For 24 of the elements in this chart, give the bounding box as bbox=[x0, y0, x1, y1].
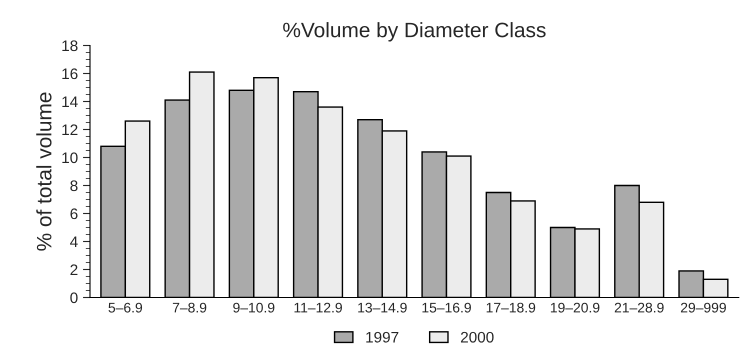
y-tick-label: 2 bbox=[70, 264, 78, 276]
x-tick-label: 5–6.9 bbox=[108, 302, 142, 313]
legend-label: 1997 bbox=[366, 332, 398, 343]
y-tick-label: 0 bbox=[70, 292, 78, 304]
y-tick-label: 8 bbox=[70, 180, 78, 192]
chart-title: %Volume by Diameter Class bbox=[283, 22, 546, 42]
y-tick-label: 18 bbox=[62, 40, 78, 52]
x-tick-label: 19–20.9 bbox=[550, 302, 600, 313]
y-tick-label: 10 bbox=[62, 152, 78, 164]
x-tick-label: 15–16.9 bbox=[422, 302, 471, 313]
y-tick-label: 16 bbox=[62, 68, 78, 80]
y-tick-label: 12 bbox=[62, 124, 78, 136]
x-tick-label: 13–14.9 bbox=[358, 302, 407, 313]
x-tick-label: 29–999 bbox=[680, 302, 726, 313]
x-tick-label: 21–28.9 bbox=[614, 302, 664, 313]
x-tick-label: 17–18.9 bbox=[486, 302, 536, 313]
x-tick-label: 9–10.9 bbox=[233, 302, 274, 313]
x-tick-label: 7–8.9 bbox=[172, 302, 206, 313]
y-axis-title: % of total volume bbox=[36, 92, 52, 251]
y-tick-label: 4 bbox=[70, 236, 78, 248]
y-tick-label: 14 bbox=[62, 96, 78, 108]
y-tick-label: 6 bbox=[70, 208, 78, 220]
legend-label: 2000 bbox=[460, 332, 494, 343]
x-tick-label: 11–12.9 bbox=[294, 302, 342, 313]
